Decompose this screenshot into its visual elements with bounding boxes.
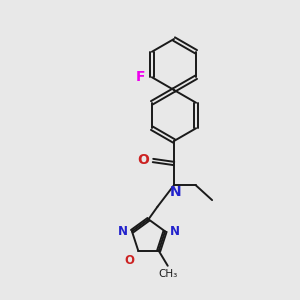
Text: CH₃: CH₃ (158, 269, 177, 279)
Text: N: N (170, 185, 181, 199)
Text: N: N (169, 225, 179, 238)
Text: O: O (125, 254, 135, 267)
Text: O: O (137, 154, 149, 167)
Text: F: F (136, 70, 145, 84)
Text: N: N (118, 225, 128, 238)
